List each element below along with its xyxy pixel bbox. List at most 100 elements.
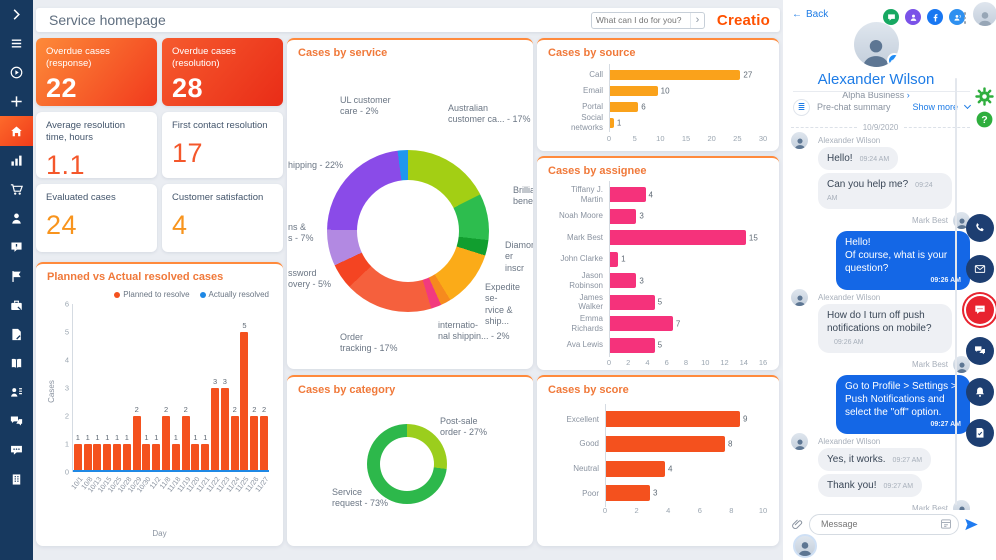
more-menu-icon[interactable] — [963, 12, 967, 26]
settings-gear-icon[interactable] — [974, 86, 995, 107]
chat-channel-channel-icon[interactable] — [883, 9, 899, 25]
bar — [605, 411, 740, 428]
category-label: John Clarke — [560, 254, 603, 264]
sidebar-item-accounts-building[interactable] — [0, 465, 33, 494]
chat-scrollbar[interactable] — [955, 78, 957, 505]
chats-rail-icon[interactable] — [966, 337, 994, 365]
contact-name[interactable]: Alexander Wilson — [817, 71, 935, 88]
message-text: Thank you! — [827, 480, 877, 492]
messenger-badge-icon — [886, 53, 899, 67]
send-button[interactable] — [964, 517, 979, 532]
plot-area: 0 1 2 3 4 5 6 1 10/1 1 10/8 1 10/13 1 10/15 1 10/25 1 10/2… — [65, 300, 271, 495]
sidebar-item-knowledge-book[interactable] — [0, 349, 33, 378]
sidebar-item-process-play[interactable] — [0, 58, 33, 87]
message-time: 09:24 AM — [827, 182, 933, 202]
search-go-icon[interactable]: › — [689, 12, 704, 28]
bar-value-label: 7 — [675, 319, 681, 329]
attach-icon[interactable] — [791, 518, 804, 531]
category-label: Jason Robinson — [569, 271, 603, 290]
message-input[interactable] — [819, 518, 940, 530]
bar-value-label: 3 — [639, 276, 644, 286]
sidebar-item-home[interactable] — [0, 116, 33, 146]
bar-area: 27 — [609, 67, 755, 83]
facebook-channel-icon[interactable] — [927, 9, 943, 25]
bar-value-label: 3 — [222, 377, 227, 386]
sidebar-item-chats-bubbles[interactable] — [0, 407, 33, 436]
agent-channel-icon[interactable] — [905, 9, 921, 25]
bar — [142, 444, 151, 472]
chat-rail-icon[interactable] — [966, 296, 994, 324]
templates-icon[interactable] — [940, 518, 952, 530]
sidebar-item-orders-cart[interactable] — [0, 175, 33, 204]
orders-cart-icon — [9, 182, 24, 197]
kpi-tile: Evaluated cases 24 — [36, 184, 157, 252]
show-more-link[interactable]: Show more — [912, 102, 958, 112]
donut-hole — [357, 180, 459, 282]
user-profile-avatar[interactable] — [973, 2, 996, 26]
sidebar-item-menu[interactable] — [0, 29, 33, 58]
message-row: Hello! Of course, what is your question?… — [791, 231, 970, 291]
date-divider: 10/9/2020 — [791, 123, 970, 132]
sidebar-item-services-briefcase[interactable] — [0, 291, 33, 320]
message-avatar — [953, 212, 970, 229]
contact-company-link[interactable]: Alpha Business › — [842, 90, 910, 100]
category-label: Good — [579, 439, 599, 449]
y-tick-label: 6 — [64, 299, 69, 309]
sidebar-item-queues-person[interactable] — [0, 378, 33, 407]
sidebar-item-add-plus[interactable] — [0, 87, 33, 116]
bar-slot: 2 11/19 — [176, 304, 192, 494]
bar-value-label: 2 — [163, 405, 169, 415]
planned-vs-actual-chart: Planned to resolve Actually resolved 0 1 2 3 4… — [46, 264, 273, 538]
sidebar-item-service-doc[interactable] — [0, 320, 33, 349]
typing-user-avatar[interactable] — [793, 534, 817, 558]
process-play-icon — [9, 65, 24, 80]
bar — [181, 416, 190, 472]
bar — [605, 485, 650, 502]
search-input[interactable] — [591, 15, 690, 25]
prechat-summary-row: ≣ Pre-chat summary Show more — [793, 98, 972, 116]
tasks-rail-icon[interactable] — [966, 419, 994, 447]
sidebar-item-chevron-right[interactable] — [0, 0, 33, 29]
sidebar-item-feedback-comment[interactable] — [0, 436, 33, 465]
chat-input-row — [791, 512, 978, 536]
author-name: Alexander Wilson — [818, 136, 881, 145]
kpi-value: 22 — [46, 72, 78, 103]
x-tick-label: 6 — [697, 505, 702, 515]
help-icon[interactable]: ? — [975, 110, 994, 129]
x-tick-label: 8 — [683, 358, 689, 367]
author-name: Mark Best — [911, 216, 948, 225]
bar-slot: 1 10/30 — [137, 304, 153, 494]
bar-row: Ava Lewis 5 — [543, 335, 765, 357]
card-planned-vs-actual: Planned vs Actual resolved cases Planned… — [36, 262, 283, 546]
bar — [609, 316, 673, 332]
bar — [609, 118, 614, 128]
sidebar-item-cases-comment[interactable] — [0, 233, 33, 262]
notifications-rail-icon[interactable] — [966, 378, 994, 406]
legend-label: Planned to resolve — [123, 290, 190, 299]
x-tick-label: 14 — [739, 358, 748, 367]
kpi-value: 17 — [172, 137, 204, 168]
calls-rail-icon[interactable] — [966, 214, 994, 242]
email-rail-icon[interactable] — [966, 255, 994, 283]
message-input-pill[interactable] — [809, 513, 959, 535]
menu-icon — [9, 36, 24, 51]
slice-label: Order tracking - 17% — [340, 332, 398, 354]
bar-value-label: 3 — [639, 211, 644, 221]
sidebar-item-dashboards-chart[interactable] — [0, 146, 33, 175]
x-tick-label: 16 — [758, 358, 768, 367]
back-button[interactable]: ← Back — [792, 9, 829, 20]
card-cases-by-score: Cases by score Excellent 9 Good 8 Neutral 4 Po… — [537, 375, 779, 546]
messenger-channel-icon[interactable] — [949, 9, 965, 25]
message-text: How do I turn off push notifications on … — [827, 310, 932, 335]
contacts-person-icon — [9, 211, 24, 226]
category-label: Call — [589, 70, 603, 80]
bar-slot: 1 10/1 — [70, 304, 84, 491]
slice-label: ssword overy - 5% — [288, 268, 332, 290]
global-search[interactable]: › — [590, 11, 705, 29]
contact-avatar[interactable] — [853, 22, 899, 67]
author-name: Mark Best — [911, 504, 948, 510]
bar — [83, 444, 92, 472]
kpi-tile: Average resolution time, hours 1.1 — [36, 112, 157, 180]
sidebar-item-goals-flag[interactable] — [0, 262, 33, 291]
sidebar-item-contacts-person[interactable] — [0, 204, 33, 233]
